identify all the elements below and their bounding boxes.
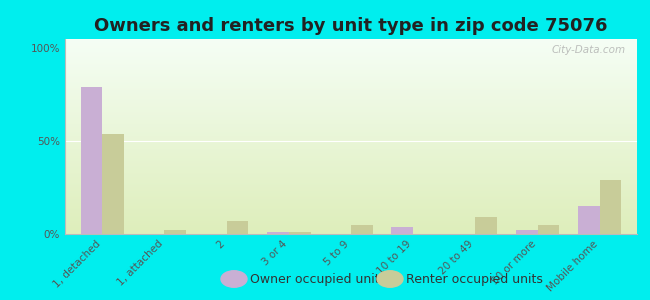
Text: Renter occupied units: Renter occupied units [406, 272, 543, 286]
Bar [391, 226, 413, 234]
Text: City-Data.com: City-Data.com [551, 45, 625, 55]
Bar [267, 232, 289, 234]
Bar [289, 232, 311, 234]
Text: Owner occupied units: Owner occupied units [250, 272, 386, 286]
Bar [515, 230, 538, 234]
Bar [102, 134, 124, 234]
Bar [81, 87, 102, 234]
Bar [351, 225, 372, 234]
Bar [164, 230, 187, 234]
Title: Owners and renters by unit type in zip code 75076: Owners and renters by unit type in zip c… [94, 17, 608, 35]
Bar [578, 206, 600, 234]
Bar [475, 217, 497, 234]
Bar [538, 225, 559, 234]
Bar [227, 221, 248, 234]
Bar [600, 180, 621, 234]
